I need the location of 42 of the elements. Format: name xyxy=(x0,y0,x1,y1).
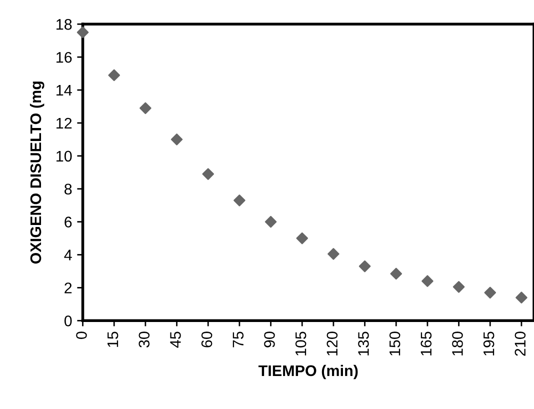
y-tick-label: 18 xyxy=(56,19,72,30)
y-tick-label: 12 xyxy=(56,118,72,129)
point xyxy=(390,268,402,280)
y-tick-label: 16 xyxy=(56,52,72,63)
y-tick-label: 14 xyxy=(56,85,72,96)
y-tick-label: 6 xyxy=(64,216,72,228)
x-tick-label: 165 xyxy=(420,332,432,356)
x-tick-label: 180 xyxy=(452,332,463,356)
x-tick-label: 150 xyxy=(389,332,400,356)
point xyxy=(452,280,465,293)
x-tick-label: 30 xyxy=(138,332,150,348)
x-tick-label: 120 xyxy=(326,332,338,356)
point xyxy=(484,286,496,299)
point xyxy=(234,194,246,206)
point xyxy=(170,134,183,146)
x-tick-label: 195 xyxy=(483,332,494,356)
x-tick-label: 15 xyxy=(108,332,118,347)
point xyxy=(264,216,277,228)
point xyxy=(140,102,152,114)
y-axis-title: OXIGENO DISUELTO (mg xyxy=(30,82,44,264)
y-tick-label: 8 xyxy=(64,184,72,195)
x-axis-title: TIEMPO (min) xyxy=(258,364,358,380)
x-tick-label: 60 xyxy=(201,332,212,348)
point xyxy=(296,232,308,244)
y-tick-label: 10 xyxy=(56,150,72,162)
point xyxy=(108,69,120,82)
x-tick-label: 75 xyxy=(232,332,244,348)
y-tick-label: 4 xyxy=(64,250,72,260)
x-tick-label: 135 xyxy=(358,332,369,356)
x-tick-label: 210 xyxy=(514,332,526,356)
point xyxy=(202,168,214,180)
y-tick-label: 2 xyxy=(64,282,72,294)
x-tick-label: 90 xyxy=(264,332,275,348)
x-tick-label: 0 xyxy=(76,332,87,339)
point xyxy=(76,26,89,38)
x-tick-label: 105 xyxy=(295,332,306,356)
point xyxy=(422,275,434,288)
x-tick-label: 45 xyxy=(170,332,181,348)
point xyxy=(516,292,528,304)
point xyxy=(358,260,371,272)
point xyxy=(328,248,340,260)
y-tick-label: 0 xyxy=(64,316,72,326)
